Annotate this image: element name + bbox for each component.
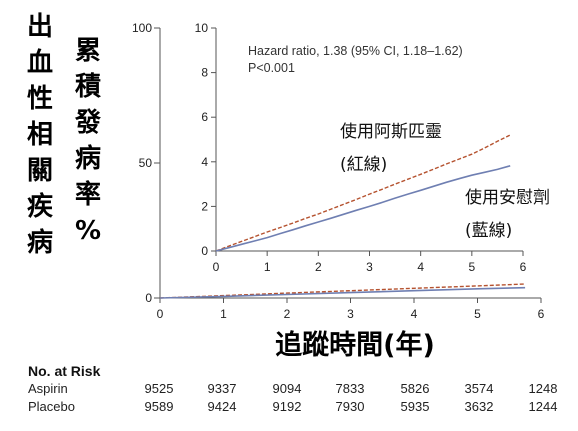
inset-x-tick-label: 5: [468, 260, 475, 274]
y_axis_label_col2-char: 率: [75, 180, 102, 210]
risk-row-label: Placebo: [28, 399, 75, 414]
y_axis_label_col1-char: 病: [27, 228, 54, 258]
aspirin-label: 使用阿斯匹靈: [340, 121, 442, 142]
inset-placebo-line: [215, 165, 511, 252]
inset-y-tick-label: 0: [201, 244, 208, 258]
y_axis_label_col1-char: 關: [27, 156, 54, 186]
inset-x-tick-label: 3: [366, 260, 373, 274]
aspirin-color-note: (紅線): [340, 155, 387, 175]
main-x-tick-label: 6: [538, 307, 545, 321]
y_axis_label_col2-char: 發: [75, 108, 102, 138]
risk-count: 5935: [400, 399, 430, 414]
inset-x-tick-label: 6: [520, 260, 527, 274]
y_axis_label_col1-char: 相: [27, 120, 54, 150]
hazard-ratio-text: Hazard ratio, 1.38 (95% CI, 1.18–1.62): [248, 44, 463, 58]
risk-count: 9424: [207, 399, 237, 414]
y_axis_label_col1-char: 出: [27, 12, 54, 42]
main-y-tick-label: 50: [139, 156, 153, 170]
risk-row-placebo: Placebo 9589 9424 9192 7930 5935 3632 1244: [0, 399, 578, 417]
risk-count: 5826: [400, 381, 430, 396]
main-x-tick-label: 2: [284, 307, 291, 321]
main-x-tick-label: 5: [474, 307, 481, 321]
main-placebo-line: [159, 286, 526, 299]
x-axis-label: 追蹤時間(年): [275, 329, 435, 361]
risk-count: 7930: [335, 399, 365, 414]
risk-count: 9192: [272, 399, 302, 414]
placebo-color-note: (藍線): [465, 221, 512, 241]
main-x-tick-label: 3: [347, 307, 354, 321]
risk-count: 9094: [272, 381, 302, 396]
inset-x-tick-label: 1: [264, 260, 271, 274]
inset-y-tick-label: 8: [201, 66, 208, 80]
inset-y-tick-label: 10: [195, 21, 209, 35]
main-x-tick-label: 4: [411, 307, 418, 321]
y-axis-label-primary: 出血性相關疾病: [27, 14, 53, 266]
y_axis_label_col2-char: %: [75, 216, 102, 246]
risk-count: 9589: [144, 399, 174, 414]
inset-y-tick-label: 4: [201, 155, 208, 169]
inset-x-tick-label: 2: [315, 260, 322, 274]
y_axis_label_col2-char: 病: [75, 144, 102, 174]
risk-count: 3632: [464, 399, 494, 414]
inset-y-tick-label: 2: [201, 199, 208, 213]
risk-row-aspirin: Aspirin 9525 9337 9094 7833 5826 3574 1248: [0, 381, 578, 399]
main-y-tick-label: 100: [132, 21, 152, 35]
risk-count: 1248: [528, 381, 558, 396]
risk-count: 7833: [335, 381, 365, 396]
inset-y-tick-label: 6: [201, 110, 208, 124]
y_axis_label_col1-char: 疾: [27, 192, 54, 222]
inset-x-tick-label: 0: [213, 260, 220, 274]
risk-count: 9525: [144, 381, 174, 396]
y_axis_label_col1-char: 性: [27, 84, 54, 114]
y_axis_label_col2-char: 積: [75, 72, 102, 102]
main-y-tick-label: 0: [145, 291, 152, 305]
risk-count: 9337: [207, 381, 237, 396]
y_axis_label_col1-char: 血: [27, 48, 54, 78]
risk-count: 3574: [464, 381, 494, 396]
risk-row-label: Aspirin: [28, 381, 68, 396]
main-x-tick-label: 0: [157, 307, 164, 321]
inset-x-tick-label: 4: [417, 260, 424, 274]
y-axis-label-secondary: 累積發病率%: [75, 38, 101, 254]
risk-table-title: No. at Risk: [28, 363, 101, 379]
y_axis_label_col2-char: 累: [75, 36, 102, 66]
placebo-label: 使用安慰劑: [465, 187, 550, 208]
p-value-text: P<0.001: [248, 61, 295, 75]
inset-aspirin-line: [215, 134, 511, 252]
main-x-tick-label: 1: [220, 307, 227, 321]
risk-count: 1244: [528, 399, 558, 414]
